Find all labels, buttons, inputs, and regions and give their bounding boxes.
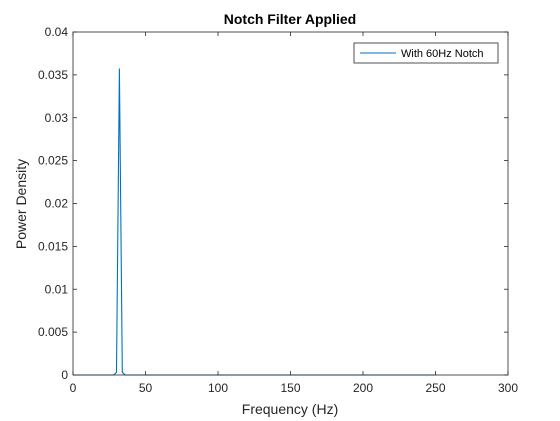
y-tick-label: 0 bbox=[61, 368, 68, 382]
y-tick-label: 0.01 bbox=[45, 282, 69, 296]
y-tick-label: 0.04 bbox=[45, 25, 69, 39]
y-axis-label: Power Density bbox=[13, 159, 29, 249]
x-tick-label: 0 bbox=[70, 381, 77, 395]
y-tick-label: 0.03 bbox=[45, 111, 69, 125]
x-tick-label: 250 bbox=[425, 381, 445, 395]
y-tick-label: 0.035 bbox=[38, 68, 68, 82]
y-tick-label: 0.005 bbox=[38, 325, 68, 339]
legend-label: With 60Hz Notch bbox=[401, 48, 484, 60]
x-tick-label: 150 bbox=[280, 381, 300, 395]
x-tick-label: 50 bbox=[139, 381, 153, 395]
x-tick-label: 100 bbox=[208, 381, 228, 395]
plot-area: 0 50 100 150 200 250 300 0 0.005 0.01 0.015 0.02 0.0… bbox=[38, 25, 518, 395]
axes-background bbox=[73, 32, 508, 375]
y-tick-label: 0.02 bbox=[45, 197, 69, 211]
x-tick-label: 300 bbox=[498, 381, 518, 395]
x-tick-label: 200 bbox=[353, 381, 373, 395]
y-tick-label: 0.015 bbox=[38, 239, 68, 253]
legend-box bbox=[353, 42, 499, 64]
y-tick-label: 0.025 bbox=[38, 154, 68, 168]
chart-title: Notch Filter Applied bbox=[224, 11, 356, 27]
x-axis-label: Frequency (Hz) bbox=[242, 401, 338, 417]
